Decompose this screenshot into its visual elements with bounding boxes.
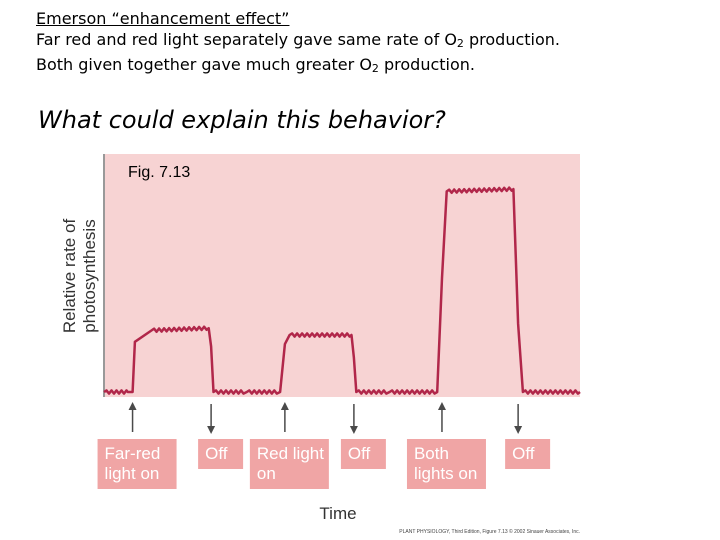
event-label-line: light on [105, 464, 160, 483]
line2-text: Both given together gave much greater O [36, 55, 372, 74]
y-axis-label-line: photosynthesis [80, 219, 99, 332]
figure-label: Fig. 7.13 [128, 164, 190, 181]
event-label: Red light on [257, 444, 324, 483]
line1-subscript: 2 [456, 37, 464, 50]
event-label-line: Red light [257, 444, 324, 463]
event-label-box: Red light on [249, 439, 329, 489]
question-text: What could explain this behavior? [38, 106, 446, 134]
event-label-box: Off [505, 439, 551, 469]
up-arrow-icon [128, 402, 137, 432]
event-label-box: Off [340, 439, 386, 469]
slide-line-2: Both given together gave much greater O2… [36, 54, 560, 79]
event-label: Off [348, 444, 371, 463]
down-arrow-icon [207, 404, 216, 434]
slide-line-1: Far red and red light separately gave sa… [36, 29, 560, 54]
event-label-box: Far-red light on [97, 439, 177, 489]
down-arrow-icon [514, 404, 523, 434]
event-label: Off [512, 444, 535, 463]
up-arrow-icon [280, 402, 289, 432]
event-label-line: Off [348, 444, 371, 463]
line1-text-end: production. [463, 30, 560, 49]
event-label-box: Both lights on [406, 439, 486, 489]
x-axis-label: Time [319, 504, 356, 523]
photosynthesis-trace [103, 186, 581, 395]
event-label-line: lights on [414, 464, 477, 483]
figure-credit: PLANT PHYSIOLOGY, Third Edition, Figure … [399, 528, 580, 535]
up-arrow-icon [437, 402, 446, 432]
line2-subscript: 2 [371, 62, 379, 75]
line1-text: Far red and red light separately gave sa… [36, 30, 457, 49]
event-label: Off [205, 444, 228, 463]
event-label-line: on [257, 464, 276, 483]
y-axis-label: Relative rate ofphotosynthesis [60, 219, 99, 334]
event-label: Both lights on [414, 444, 477, 483]
event-label-line: Both [414, 444, 449, 463]
event-label-line: Off [512, 444, 535, 463]
down-arrow-icon [349, 404, 358, 434]
y-axis-label-line: Relative rate of [60, 219, 79, 334]
event-label-box: Off [198, 439, 244, 469]
trace-layer [103, 186, 581, 395]
event-label-line: Far-red [105, 444, 161, 463]
slide-heading: Emerson “enhancement effect” [36, 9, 290, 28]
plot-background [104, 154, 580, 397]
event-label-line: Off [205, 444, 228, 463]
slide-header: Emerson “enhancement effect” Far red and… [36, 8, 560, 79]
line2-text-end: production. [378, 55, 475, 74]
event-label: Far-red light on [105, 444, 161, 483]
